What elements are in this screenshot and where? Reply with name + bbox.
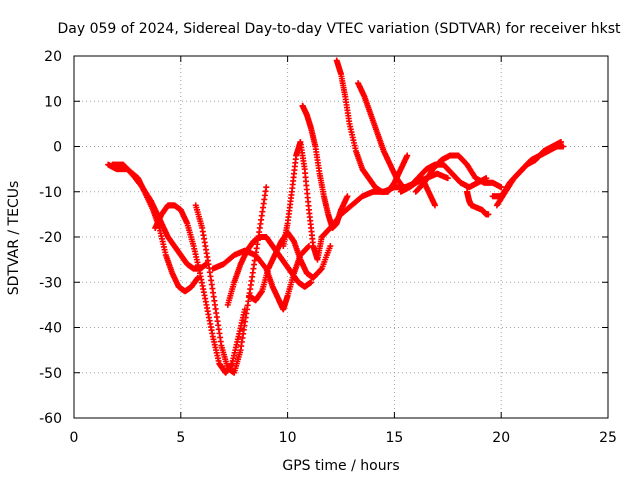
y-tick-label: -40 (39, 321, 62, 337)
y-tick-label: -60 (39, 411, 62, 427)
series-arc-3 (152, 202, 248, 376)
y-tick-label: 20 (44, 49, 62, 65)
data-point (305, 243, 312, 250)
data-point (308, 279, 315, 286)
x-axis-label: GPS time / hours (282, 458, 399, 474)
series-arc-16 (464, 188, 492, 218)
y-tick-label: -10 (39, 185, 62, 201)
data-point (485, 211, 492, 218)
series-arc-2 (109, 161, 210, 272)
chart-title: Day 059 of 2024, Sidereal Day-to-day VTE… (58, 21, 621, 37)
series-arc-9 (318, 170, 451, 240)
y-tick-label: 0 (53, 140, 62, 156)
y-tick-label: -30 (39, 275, 62, 291)
x-axis-ticks: 0 5 10 15 20 25 (70, 56, 617, 446)
data-point (498, 184, 505, 191)
data-point (444, 175, 451, 182)
data-points (105, 57, 567, 376)
data-point (317, 266, 324, 273)
data-point (327, 243, 334, 250)
data-point (560, 143, 567, 150)
data-point (431, 202, 438, 209)
plot-grid (74, 56, 608, 418)
data-point (404, 152, 411, 159)
x-tick-label: 5 (176, 430, 185, 446)
series-arc-4 (192, 184, 270, 376)
y-axis-label: SDTVAR / TECUs (6, 181, 22, 296)
x-tick-label: 0 (70, 430, 79, 446)
data-point (263, 184, 270, 191)
series-arc-13 (412, 152, 505, 195)
y-tick-label: -20 (39, 230, 62, 246)
x-tick-label: 10 (279, 430, 297, 446)
x-tick-label: 20 (492, 430, 510, 446)
data-point (344, 193, 351, 200)
y-tick-label: 10 (44, 94, 62, 110)
y-axis-ticks: -60 -50 -40 -30 -20 -10 0 10 20 (39, 49, 608, 427)
x-tick-label: 15 (385, 430, 403, 446)
x-tick-label: 25 (599, 430, 617, 446)
y-tick-label: -50 (39, 366, 62, 382)
series-arc-15 (493, 143, 567, 209)
series-arc-5 (209, 243, 312, 313)
